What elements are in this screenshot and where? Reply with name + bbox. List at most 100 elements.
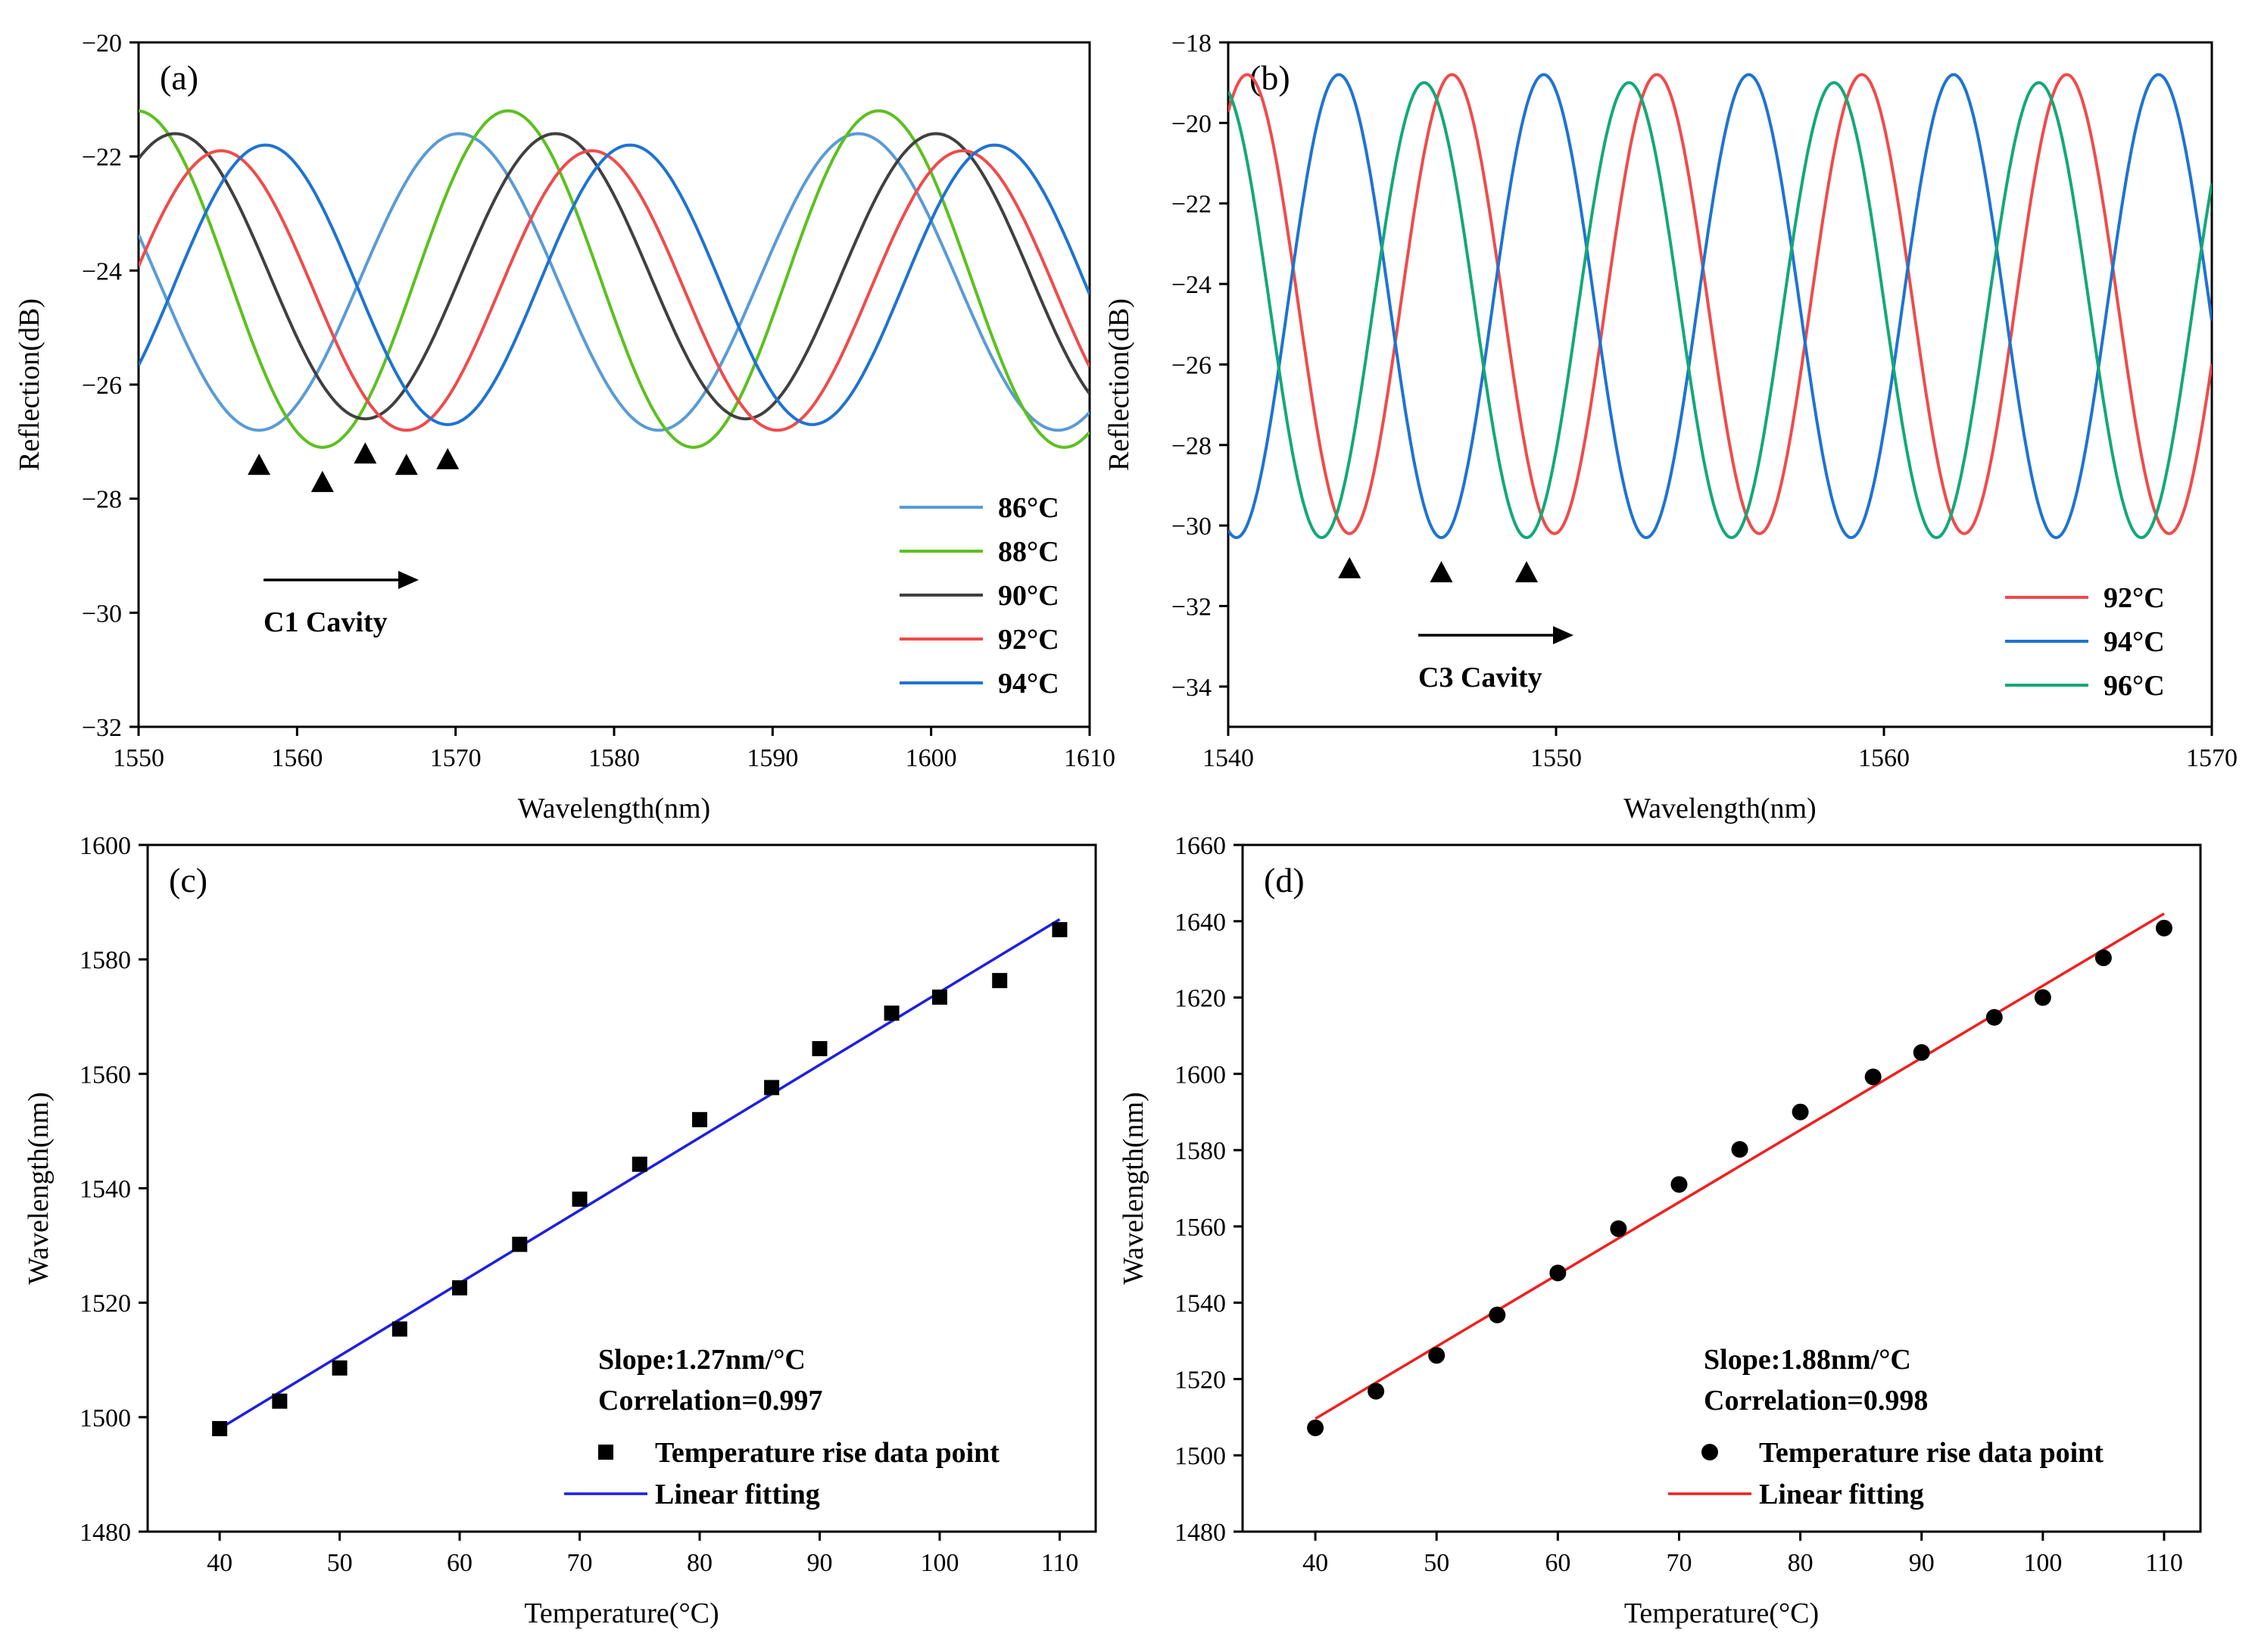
y-tick-label: −28	[82, 486, 122, 514]
minimum-marker-triangle	[310, 470, 334, 492]
x-tick-label: 1600	[906, 744, 957, 772]
y-axis-label: Reflection(dB)	[1103, 298, 1135, 471]
panel-0: 1550 1560 1570 1580 1590 1600 1610 −32 −30 −28 −26…	[14, 30, 1115, 824]
x-tick-label: 40	[1302, 1549, 1328, 1577]
legend: 92°C 94°C 96°C	[2005, 582, 2165, 702]
data-point	[992, 973, 1008, 989]
panel-label: (b)	[1249, 58, 1290, 97]
x-tick-label: 1540	[1202, 744, 1254, 772]
panel-label: (c)	[169, 861, 207, 899]
data-point	[1489, 1306, 1506, 1323]
y-tick-label: 1560	[1174, 1214, 1226, 1242]
y-axis-label: Reflection(dB)	[14, 298, 45, 471]
fit-line	[219, 918, 1061, 1430]
x-tick-label: 50	[327, 1549, 353, 1577]
x-tick-label: 80	[687, 1549, 713, 1577]
minimum-marker-triangle	[354, 442, 377, 464]
data-point	[2094, 949, 2112, 967]
series-line	[139, 132, 1090, 421]
y-tick-label: 1660	[1174, 832, 1226, 860]
x-axis-label: Temperature(°C)	[524, 1597, 719, 1629]
correlation-text: Correlation=0.997	[598, 1385, 822, 1417]
data-point	[272, 1393, 288, 1409]
y-tick-label: −20	[82, 30, 122, 58]
minimum-marker-triangle	[1430, 561, 1453, 583]
data-point	[391, 1321, 407, 1337]
panel-label: (a)	[160, 58, 198, 97]
series-line	[139, 132, 1090, 432]
y-tick-label: −24	[82, 257, 122, 285]
slope-text: Slope:1.88nm/°C	[1704, 1344, 1911, 1376]
data-point	[2034, 989, 2051, 1006]
y-tick-label: −30	[1171, 513, 1212, 541]
x-tick-label: 1570	[430, 744, 482, 772]
data-point	[692, 1111, 708, 1127]
data-point	[512, 1236, 528, 1252]
arrow-head	[398, 571, 419, 589]
panel-label: (d)	[1264, 861, 1305, 899]
data-point	[2155, 919, 2172, 937]
x-tick-label: 1610	[1064, 744, 1115, 772]
minimum-marker-triangle	[395, 454, 418, 475]
y-tick-label: 1520	[1174, 1366, 1226, 1394]
y-axis-label: Wavelength(nm)	[1118, 1092, 1149, 1284]
legend-label: 92°C	[2104, 582, 2165, 614]
x-tick-label: 60	[447, 1549, 472, 1577]
y-tick-label: −26	[1171, 351, 1212, 379]
series-line	[1228, 73, 2212, 540]
x-tick-label: 60	[1545, 1549, 1570, 1577]
legend-marker	[1701, 1444, 1718, 1460]
minimum-marker-triangle	[248, 454, 271, 475]
y-tick-label: −22	[1171, 191, 1212, 219]
y-tick-label: 1480	[1174, 1519, 1226, 1547]
series-line	[139, 143, 1090, 426]
x-tick-label: 1570	[2186, 744, 2238, 772]
y-tick-label: −20	[1171, 110, 1212, 138]
legend-label: 94°C	[998, 668, 1059, 700]
y-tick-label: −32	[82, 714, 122, 742]
y-tick-label: 1620	[1174, 985, 1226, 1013]
data-point	[1731, 1141, 1748, 1158]
y-tick-label: −18	[1171, 30, 1212, 58]
plot-frame	[137, 41, 1091, 728]
minimum-marker-triangle	[436, 447, 460, 469]
y-tick-label: −24	[1171, 271, 1212, 299]
x-axis-label: Temperature(°C)	[1624, 1597, 1819, 1629]
panel-2: 40 50 60 70 80 90 100 110 1480 1500 1520 1540 1560 15…	[23, 832, 1097, 1629]
y-tick-label: 1600	[80, 832, 131, 860]
data-point	[572, 1191, 588, 1207]
data-point	[764, 1080, 780, 1096]
data-point	[1307, 1419, 1324, 1436]
x-tick-label: 40	[207, 1549, 232, 1577]
plot-frame	[146, 843, 1097, 1533]
correlation-text: Correlation=0.998	[1704, 1385, 1928, 1417]
y-tick-label: −28	[1171, 432, 1212, 460]
series-line	[1228, 81, 2212, 540]
fit-line	[1315, 912, 2165, 1420]
series-group	[139, 109, 1090, 449]
y-axis-label: Wavelength(nm)	[23, 1092, 55, 1284]
panel-1: 1540 1550 1560 1570 −34 −32 −30 −28 −26 −24 −22 −20…	[1103, 30, 2238, 824]
x-tick-label: 1560	[271, 744, 323, 772]
x-tick-label: 90	[1909, 1549, 1935, 1577]
legend-label: 92°C	[998, 624, 1059, 656]
y-tick-label: 1540	[80, 1176, 131, 1204]
cavity-annotation: C3 Cavity	[1418, 662, 1542, 694]
data-point	[332, 1360, 348, 1376]
y-tick-label: 1520	[80, 1290, 131, 1318]
data-point	[212, 1420, 228, 1436]
x-tick-label: 1550	[1530, 744, 1582, 772]
data-point	[1368, 1382, 1385, 1400]
x-tick-label: 1550	[113, 744, 164, 772]
arrow-head	[1553, 626, 1573, 644]
y-tick-label: 1640	[1174, 909, 1226, 937]
y-tick-label: 1580	[80, 946, 131, 974]
data-point	[1913, 1044, 1930, 1061]
x-tick-label: 50	[1424, 1549, 1449, 1577]
y-tick-label: 1580	[1174, 1137, 1226, 1165]
y-tick-label: 1600	[1174, 1061, 1226, 1089]
data-point	[812, 1041, 828, 1057]
legend-label: Linear fitting	[1759, 1479, 1924, 1510]
y-tick-label: 1500	[80, 1404, 131, 1432]
legend-label: 86°C	[998, 492, 1059, 524]
